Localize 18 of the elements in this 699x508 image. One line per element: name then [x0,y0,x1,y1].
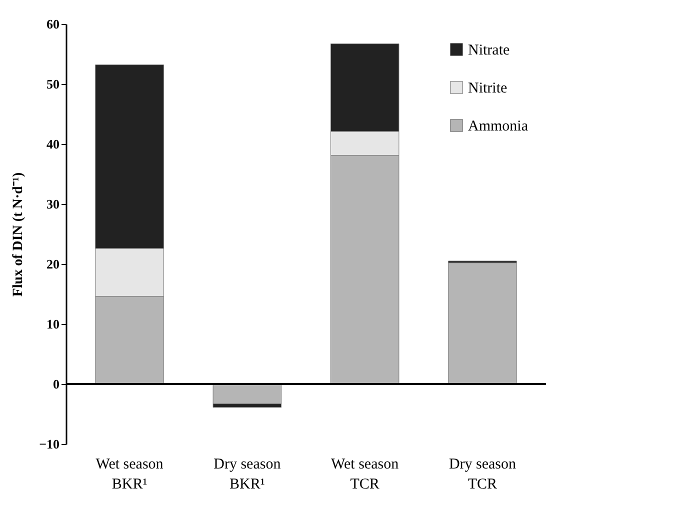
y-tick-label: 60 [46,16,60,32]
y-tick-label: 10 [46,316,60,332]
y-tick-label: 50 [46,76,60,92]
y-tick-label: 20 [46,256,60,272]
legend-label: Ammonia [468,118,528,134]
x-tick-label: Dry season BKR¹ [214,456,282,492]
bar [212,384,282,404]
y-axis-title: Flux of DIN (t N·d⁻¹) [11,172,26,297]
y-tick-label: 0 [53,376,60,392]
bar [448,262,517,384]
x-tick-label: Wet season BKR¹ [96,456,164,492]
x-tick-label: Wet season TCR [331,456,400,492]
legend-label: Nitrite [468,80,508,96]
x-tick-label: Dry season TCR [448,456,516,492]
legend-label: Nitrate [468,42,510,58]
y-tick-label: 40 [46,136,60,152]
y-tick-label: 30 [46,196,60,212]
y-tick-label: −10 [39,436,60,452]
